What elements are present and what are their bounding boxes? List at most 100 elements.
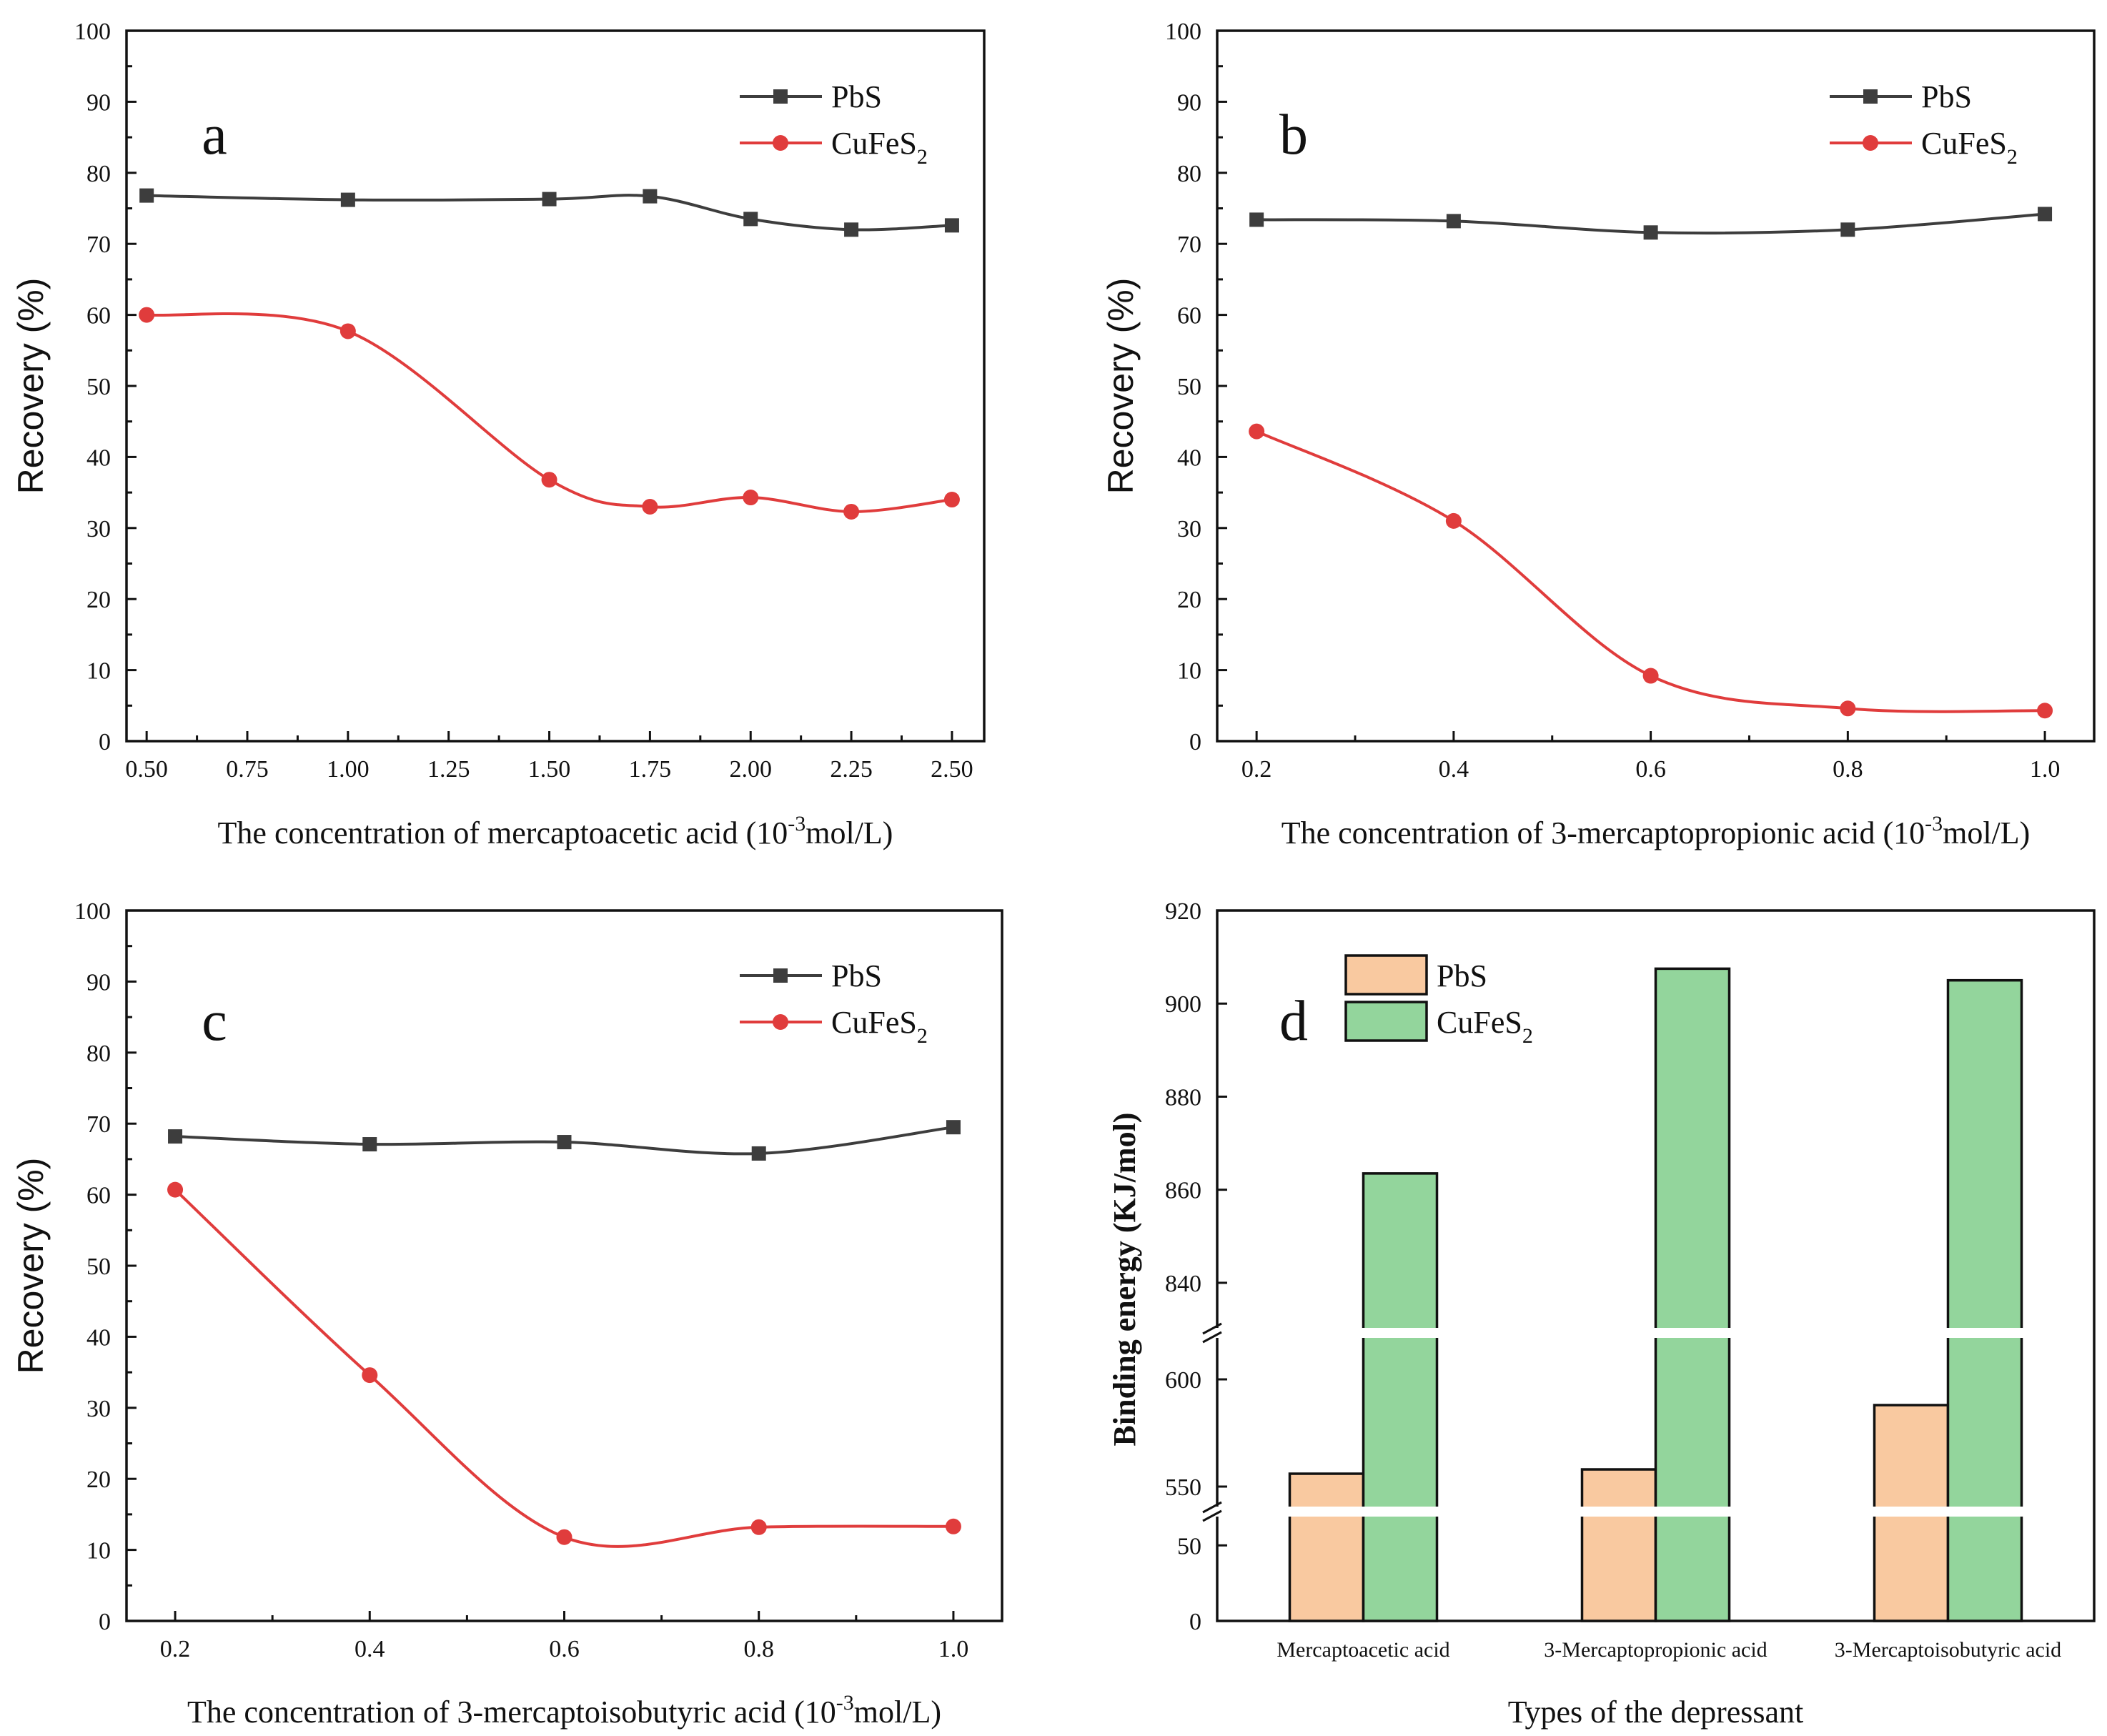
axis-break-mark (1202, 1509, 1222, 1522)
x-tick-label: 0.4 (355, 1636, 385, 1662)
data-point-CuFeS2 (1445, 512, 1462, 529)
y-tick-label: 70 (86, 232, 111, 258)
data-point-PbS (362, 1137, 377, 1152)
data-point-PbS (340, 192, 355, 207)
data-point-PbS (946, 1120, 961, 1135)
data-point-CuFeS2 (750, 1519, 767, 1535)
y-tick-label: 20 (86, 587, 111, 613)
y-tick-label: 30 (86, 516, 111, 542)
legend-label-main: PbS (1921, 79, 1972, 114)
y-tick-label: 30 (1177, 516, 1201, 542)
legend-label-CuFeS2: CuFeS2 (1437, 1005, 1533, 1048)
x-tick-label: 0.2 (160, 1636, 191, 1662)
panel-label: d (1279, 990, 1308, 1053)
panel-label: a (202, 104, 227, 167)
data-point-CuFeS2 (945, 1518, 961, 1534)
data-point-PbS (643, 189, 658, 204)
legend-label-main: PbS (1437, 958, 1487, 993)
data-point-PbS (1249, 212, 1264, 227)
data-point-PbS (139, 188, 154, 203)
x-tick-label: 0.50 (125, 756, 168, 783)
y-tick-label: 0 (99, 1609, 111, 1635)
legend-label-main: CuFeS (831, 126, 917, 161)
y-tick-label: 10 (86, 1538, 111, 1564)
x-tick-label: 1.0 (938, 1636, 969, 1662)
data-point-PbS (1643, 225, 1658, 240)
legend-label-CuFeS2: CuFeS2 (831, 126, 928, 169)
series-line-CuFeS2 (174, 1189, 953, 1548)
legend-label-main: CuFeS (1921, 126, 2007, 161)
y-tick-label: 80 (86, 1041, 111, 1067)
x-axis-title-unit: mol/L) (805, 815, 893, 850)
y-tick-label: 80 (1177, 161, 1201, 187)
bar-CuFeS2 (1946, 978, 2023, 1622)
data-point-CuFeS2 (139, 307, 155, 323)
legend-label-PbS: PbS (1921, 79, 1972, 114)
legend-label-main: CuFeS (831, 1005, 917, 1040)
data-point-CuFeS2 (556, 1529, 572, 1545)
legend-swatch-PbS (1344, 954, 1428, 996)
x-tick-label: 2.50 (931, 756, 973, 783)
y-axis-title: Binding energy (KJ/mol) (1107, 1113, 1142, 1447)
x-tick-label: 1.50 (528, 756, 571, 783)
data-point-PbS (1840, 222, 1855, 237)
data-point-PbS (2038, 207, 2053, 222)
y-tick-label: 90 (86, 969, 111, 996)
category-label: Mercaptoacetic acid (1276, 1638, 1449, 1662)
x-tick-label: 0.2 (1241, 756, 1272, 783)
y-tick-label: 0 (99, 729, 111, 755)
y-tick-label: 100 (1165, 19, 1201, 45)
bar-CuFeS2 (1362, 1172, 1439, 1622)
data-point-PbS (1446, 214, 1461, 229)
y-tick-label: 90 (86, 89, 111, 116)
legend-label-main: PbS (831, 958, 882, 993)
chart-panel-a: 0 10 20 30 40 50 60 70 80 90 100 0.50 0.75 1.00 1.25 1.… (11, 19, 986, 850)
category-label: 3-Mercaptopropionic acid (1544, 1638, 1767, 1662)
y-tick-label: 0 (1189, 1609, 1201, 1635)
x-tick-label: 0.75 (226, 756, 269, 783)
y-tick-label: 70 (1177, 232, 1201, 258)
chart-panel-d: 0 50 550 600 840 860 880 900 920 Mercaptoacetic a… (1107, 898, 2096, 1730)
series-line-CuFeS2 (147, 312, 953, 513)
y-tick-label: 50 (1177, 1533, 1201, 1559)
data-point-CuFeS2 (339, 323, 356, 339)
legend-label-CuFeS2: CuFeS2 (1921, 126, 2018, 169)
data-point-CuFeS2 (1642, 668, 1659, 684)
bar-CuFeS2 (1654, 967, 1731, 1622)
legend-label-PbS: PbS (1437, 958, 1487, 993)
x-tick-label: 1.0 (2030, 756, 2061, 783)
chart-panel-c: 0 10 20 30 40 50 60 70 80 90 100 0.2 0.4 0.6 0.8 1.0 The… (11, 898, 1003, 1730)
y-tick-label: 550 (1165, 1474, 1201, 1501)
y-tick-label: 90 (1177, 89, 1201, 116)
legend-label-sub: 2 (1522, 1024, 1533, 1048)
y-tick-label: 80 (86, 161, 111, 187)
data-point-CuFeS2 (362, 1367, 378, 1384)
y-axis-title: Recovery (%) (11, 278, 51, 495)
data-point-PbS (751, 1146, 766, 1161)
data-point-CuFeS2 (1840, 700, 1856, 717)
x-axis-title-sup: -3 (836, 1691, 854, 1715)
axis-break-mark (1202, 1501, 1222, 1514)
data-point-PbS (844, 222, 859, 237)
data-point-CuFeS2 (843, 503, 860, 520)
data-point-PbS (944, 218, 959, 233)
data-point-CuFeS2 (743, 490, 759, 506)
y-tick-label: 60 (86, 303, 111, 329)
legend-marker-PbS (773, 968, 788, 983)
y-tick-label: 40 (1177, 445, 1201, 471)
y-tick-label: 100 (74, 898, 111, 925)
y-tick-label: 880 (1165, 1084, 1201, 1111)
axis-break-mark (1202, 1322, 1222, 1335)
legend-label-main: CuFeS (1437, 1005, 1522, 1040)
legend-marker-CuFeS2 (1863, 135, 1878, 151)
y-tick-label: 10 (86, 658, 111, 685)
legend-marker-CuFeS2 (773, 1014, 788, 1030)
x-tick-label: 1.75 (629, 756, 672, 783)
x-axis-title-text: The concentration of 3-mercaptopropionic… (1281, 815, 1925, 850)
data-point-PbS (743, 212, 758, 227)
x-axis-title-text: The concentration of 3-mercaptoisobutyri… (187, 1695, 836, 1730)
data-point-PbS (168, 1129, 183, 1144)
y-tick-label: 30 (86, 1396, 111, 1422)
legend-label-CuFeS2: CuFeS2 (831, 1005, 928, 1048)
